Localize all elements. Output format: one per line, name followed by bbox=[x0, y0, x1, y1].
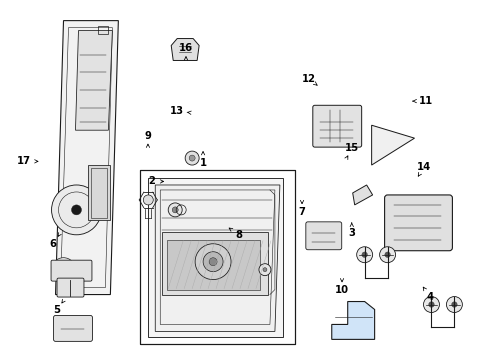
FancyBboxPatch shape bbox=[51, 260, 92, 281]
Circle shape bbox=[143, 195, 153, 205]
Text: 16: 16 bbox=[179, 43, 193, 53]
Text: 1: 1 bbox=[199, 158, 206, 168]
Polygon shape bbox=[75, 31, 112, 130]
Polygon shape bbox=[167, 240, 260, 289]
Text: 3: 3 bbox=[347, 228, 354, 238]
FancyBboxPatch shape bbox=[57, 278, 84, 297]
Circle shape bbox=[203, 252, 223, 272]
Circle shape bbox=[259, 264, 270, 276]
Circle shape bbox=[168, 203, 182, 217]
Circle shape bbox=[384, 252, 389, 257]
Circle shape bbox=[423, 297, 439, 312]
Circle shape bbox=[172, 207, 178, 213]
Circle shape bbox=[428, 302, 433, 307]
Text: 4: 4 bbox=[426, 292, 432, 302]
Text: 5: 5 bbox=[53, 305, 60, 315]
Polygon shape bbox=[88, 165, 110, 220]
Circle shape bbox=[446, 297, 462, 312]
Polygon shape bbox=[56, 21, 118, 294]
Text: 11: 11 bbox=[418, 96, 432, 106]
Text: 6: 6 bbox=[50, 239, 57, 249]
Text: 12: 12 bbox=[301, 74, 315, 84]
Polygon shape bbox=[352, 185, 372, 205]
FancyBboxPatch shape bbox=[53, 315, 92, 341]
Text: 7: 7 bbox=[298, 207, 305, 217]
Text: 10: 10 bbox=[334, 285, 348, 296]
FancyBboxPatch shape bbox=[312, 105, 361, 147]
Polygon shape bbox=[171, 39, 199, 60]
Circle shape bbox=[71, 205, 81, 215]
Circle shape bbox=[189, 155, 195, 161]
Text: 13: 13 bbox=[170, 106, 184, 116]
Text: 15: 15 bbox=[344, 143, 358, 153]
Text: 8: 8 bbox=[235, 230, 242, 239]
Polygon shape bbox=[162, 232, 267, 294]
Polygon shape bbox=[148, 178, 283, 337]
Circle shape bbox=[361, 252, 366, 257]
FancyBboxPatch shape bbox=[305, 222, 341, 250]
FancyBboxPatch shape bbox=[384, 195, 451, 251]
Circle shape bbox=[51, 258, 75, 282]
Circle shape bbox=[195, 244, 230, 280]
Circle shape bbox=[356, 247, 372, 263]
Circle shape bbox=[451, 302, 456, 307]
Text: 9: 9 bbox=[144, 131, 151, 140]
Circle shape bbox=[185, 151, 199, 165]
Circle shape bbox=[51, 185, 101, 235]
Text: 14: 14 bbox=[416, 162, 430, 172]
Text: 2: 2 bbox=[148, 176, 155, 186]
Circle shape bbox=[263, 268, 266, 272]
Polygon shape bbox=[155, 185, 279, 332]
Circle shape bbox=[379, 247, 395, 263]
Text: 17: 17 bbox=[17, 156, 31, 166]
Circle shape bbox=[209, 258, 217, 266]
Polygon shape bbox=[371, 125, 414, 165]
Polygon shape bbox=[331, 302, 374, 339]
